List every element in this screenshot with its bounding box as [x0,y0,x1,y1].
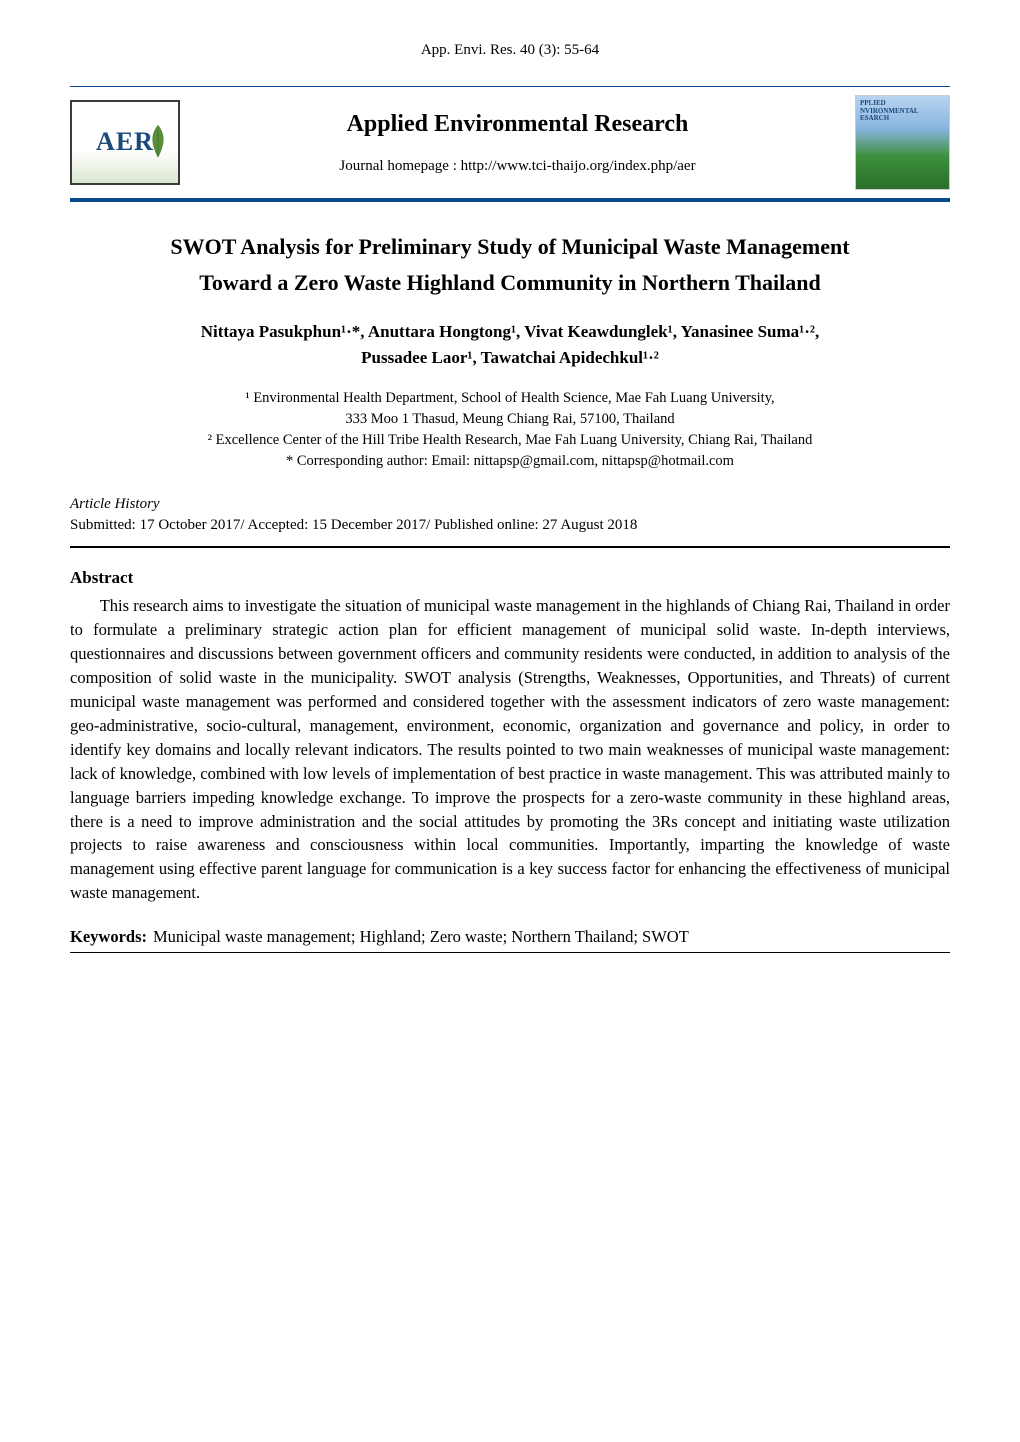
affiliations-block: ¹ Environmental Health Department, Schoo… [70,388,950,472]
journal-title: Applied Environmental Research [190,108,845,142]
keywords-values: Municipal waste management; Highland; Ze… [153,925,950,948]
leaf-icon [144,123,172,159]
journal-homepage: Journal homepage : http://www.tci-thaijo… [190,156,845,177]
cover-label-l3: ESARCH [860,114,889,122]
article-title-line1: SWOT Analysis for Preliminary Study of M… [70,232,950,262]
running-header: App. Envi. Res. 40 (3): 55-64 [70,40,950,61]
divider-rule-bottom [70,952,950,953]
abstract-heading: Abstract [70,566,950,590]
authors-block: Nittaya Pasukphun¹·*, Anuttara Hongtong¹… [70,319,950,370]
journal-cover-thumbnail: PPLIED NVIRONMENTAL ESARCH [855,95,950,190]
affiliation-1b: 333 Moo 1 Thasud, Meung Chiang Rai, 5710… [70,409,950,430]
cover-label: PPLIED NVIRONMENTAL ESARCH [860,100,919,123]
keywords-label: Keywords: [70,925,153,948]
divider-rule-top [70,546,950,548]
affiliation-1: ¹ Environmental Health Department, Schoo… [70,388,950,409]
authors-line2: Pussadee Laor¹, Tawatchai Apidechkul¹·² [70,345,950,371]
journal-logo: AER [70,100,180,185]
journal-banner: AER Applied Environmental Research Journ… [70,86,950,202]
abstract-body: This research aims to investigate the si… [70,594,950,905]
banner-center: Applied Environmental Research Journal h… [180,108,855,177]
article-history-label: Article History [70,494,950,515]
affiliation-2: ² Excellence Center of the Hill Tribe He… [70,430,950,451]
keywords-row: Keywords: Municipal waste management; Hi… [70,925,950,948]
article-history-text: Submitted: 17 October 2017/ Accepted: 15… [70,515,950,536]
corresponding-author: * Corresponding author: Email: nittapsp@… [70,451,950,472]
article-title-line2: Toward a Zero Waste Highland Community i… [70,268,950,298]
authors-line1: Nittaya Pasukphun¹·*, Anuttara Hongtong¹… [70,319,950,345]
